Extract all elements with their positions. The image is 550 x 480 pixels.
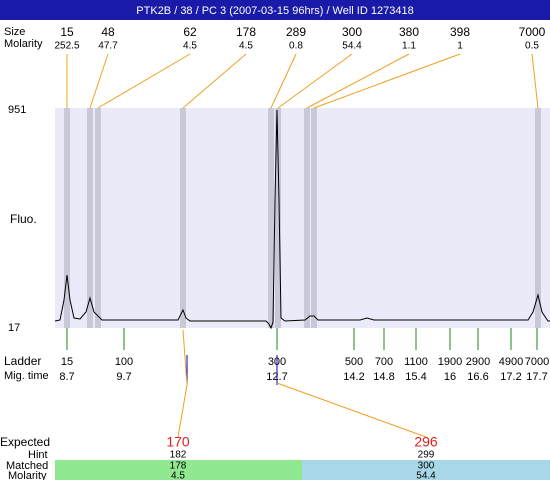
connector (177, 384, 188, 438)
title-bar (0, 0, 550, 20)
peak-connector (531, 53, 539, 109)
peak-band (64, 108, 70, 328)
expected-size: 170 (166, 434, 190, 450)
molarity-label: Molarity (4, 38, 43, 50)
title: PTK2B / 38 / PC 3 (2007-03-15 96hrs) / W… (136, 5, 413, 17)
peak-molarity: 1.1 (402, 41, 416, 52)
peak-size: 178 (236, 25, 256, 39)
hint-value: 182 (170, 450, 187, 461)
ladder-time: 12.7 (266, 371, 287, 383)
ladder-time: 17.2 (500, 371, 521, 383)
connector (276, 382, 427, 438)
ladder-time: 17.7 (526, 371, 547, 383)
ladder-size: 100 (115, 356, 133, 368)
ladder-time: 14.8 (373, 371, 394, 383)
ladder-size: 4900 (499, 356, 523, 368)
matched-bg (302, 460, 550, 480)
mig-time-label: Mig. time (4, 370, 49, 382)
size-label: Size (4, 26, 25, 38)
peak-connector (182, 53, 247, 109)
peak-molarity: 4.5 (183, 41, 197, 52)
y-axis-label: Fluo. (10, 212, 37, 226)
matched-label: Matched (6, 460, 48, 472)
y-max: 951 (8, 104, 26, 116)
peak-molarity: 0.5 (525, 41, 539, 52)
peak-size: 300 (342, 25, 362, 39)
peak-size: 398 (450, 25, 470, 39)
peak-molarity: 54.4 (342, 41, 362, 52)
expected-label: Expected (0, 435, 50, 449)
ladder-time: 14.2 (343, 371, 364, 383)
peak-band (535, 108, 541, 328)
peak-size: 380 (399, 25, 419, 39)
connector (182, 329, 188, 386)
peak-molarity: 252.5 (54, 41, 79, 52)
peak-band (304, 108, 310, 328)
y-min: 17 (8, 322, 20, 334)
peak-band (275, 108, 281, 328)
plot-area (55, 108, 550, 328)
ladder-time: 9.7 (116, 371, 131, 383)
molarity-value: 4.5 (171, 471, 185, 480)
ladder-time: 16.6 (467, 371, 488, 383)
peak-molarity: 0.8 (289, 41, 303, 52)
matched-value: 300 (418, 461, 435, 472)
peak-size: 48 (101, 25, 115, 39)
expected-size: 296 (414, 434, 438, 450)
peak-band (268, 108, 274, 328)
peak-size: 289 (286, 25, 306, 39)
hint-label: Hint (28, 449, 48, 461)
peak-band (180, 108, 186, 328)
ladder-size: 500 (345, 356, 363, 368)
molarity-value: 54.4 (416, 471, 436, 480)
ladder-label: Ladder (4, 354, 41, 368)
matched-value: 178 (170, 461, 187, 472)
ladder-size: 1900 (438, 356, 462, 368)
peak-molarity: 4.5 (239, 41, 253, 52)
peak-connector (97, 53, 191, 109)
ladder-time: 16 (444, 371, 456, 383)
peak-connector (306, 53, 410, 109)
ladder-size: 300 (268, 356, 286, 368)
peak-connector (270, 53, 297, 109)
ladder-size: 2900 (466, 356, 490, 368)
peak-band (95, 108, 101, 328)
peak-connector (313, 53, 461, 109)
peak-connector (89, 53, 109, 109)
matched-bg (55, 460, 302, 480)
peak-molarity: 1 (457, 41, 463, 52)
ladder-time: 8.7 (59, 371, 74, 383)
ladder-size: 7000 (525, 356, 549, 368)
peak-band (87, 108, 93, 328)
hint-value: 299 (418, 450, 435, 461)
ladder-size: 15 (61, 356, 73, 368)
peak-size: 15 (60, 25, 74, 39)
molarity-label: Molarity (8, 470, 47, 480)
peak-band (311, 108, 317, 328)
ladder-size: 1100 (404, 356, 428, 368)
peak-connector (277, 53, 353, 109)
peak-size: 62 (183, 25, 197, 39)
trace (54, 109, 550, 330)
ladder-size: 700 (375, 356, 393, 368)
peak-size: 7000 (519, 25, 546, 39)
ladder-time: 15.4 (405, 371, 426, 383)
peak-molarity: 47.7 (98, 41, 118, 52)
